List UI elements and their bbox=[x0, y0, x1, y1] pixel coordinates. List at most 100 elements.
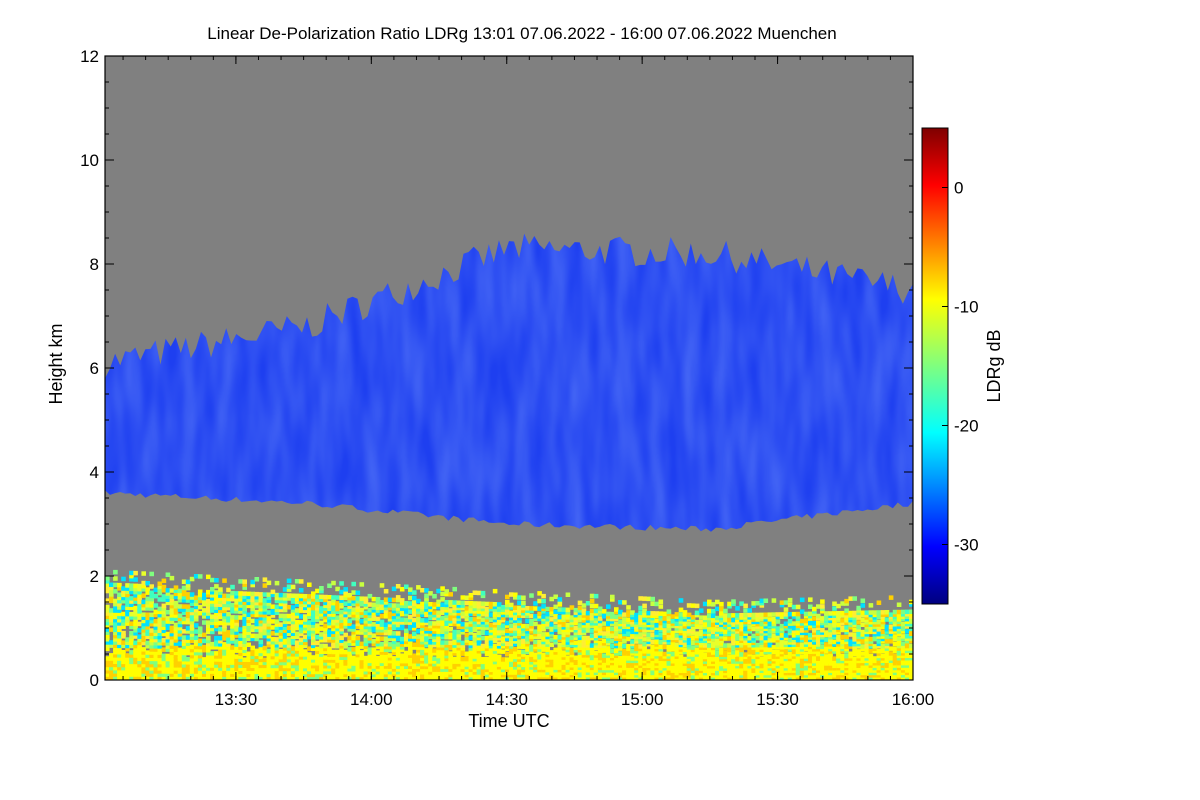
aerosol-cell bbox=[315, 669, 320, 675]
aerosol-cell bbox=[759, 647, 765, 652]
aerosol-cell bbox=[476, 662, 482, 667]
aerosol-cell bbox=[662, 666, 668, 671]
aerosol-cell bbox=[303, 640, 308, 646]
aerosol-cell bbox=[193, 657, 199, 662]
aerosol-cell bbox=[331, 600, 336, 606]
aerosol-cell bbox=[816, 654, 821, 659]
aerosol-cell bbox=[577, 618, 583, 623]
aerosol-cell bbox=[775, 638, 781, 643]
aerosol-cell bbox=[234, 621, 239, 626]
aerosol-cell bbox=[521, 670, 526, 675]
aerosol-cell bbox=[177, 591, 183, 597]
aerosol-cell bbox=[472, 672, 478, 678]
aerosol-cell bbox=[383, 628, 389, 633]
aerosol-cell bbox=[109, 598, 114, 604]
aerosol-cell bbox=[488, 633, 494, 638]
aerosol-cell bbox=[408, 675, 413, 680]
aerosol-cell bbox=[719, 638, 724, 644]
aerosol-cell bbox=[771, 661, 777, 666]
aerosol-cell bbox=[395, 617, 401, 622]
aerosol-cell bbox=[428, 615, 433, 621]
aerosol-cell bbox=[618, 619, 623, 624]
aerosol-cell bbox=[702, 638, 708, 644]
aerosol-cell bbox=[662, 632, 668, 638]
aerosol-cell bbox=[836, 654, 841, 659]
aerosol-cell bbox=[113, 656, 118, 661]
aerosol-cell bbox=[367, 630, 373, 635]
aerosol-cell bbox=[606, 614, 611, 619]
aerosol-cell bbox=[436, 667, 441, 672]
aerosol-cell bbox=[791, 640, 797, 645]
aerosol-cell bbox=[476, 657, 482, 662]
aerosol-cell bbox=[864, 661, 870, 666]
aerosol-cell bbox=[791, 611, 797, 617]
aerosol-cell bbox=[747, 617, 752, 622]
aerosol-cell bbox=[331, 623, 336, 629]
aerosol-cell bbox=[331, 603, 336, 609]
aerosol-cell bbox=[565, 617, 571, 623]
aerosol-cell bbox=[452, 675, 457, 680]
aerosol-cell bbox=[363, 602, 369, 607]
aerosol-cell bbox=[755, 628, 760, 634]
aerosol-cell bbox=[747, 670, 752, 676]
aerosol-cell bbox=[105, 646, 110, 652]
aerosol-cell bbox=[812, 649, 817, 654]
aerosol-cell bbox=[739, 657, 744, 662]
aerosol-cell bbox=[210, 623, 215, 629]
aerosol-cell bbox=[424, 626, 429, 631]
aerosol-cell bbox=[666, 651, 672, 657]
aerosol-cell bbox=[634, 651, 639, 656]
aerosol-cell bbox=[169, 616, 175, 621]
aerosol-cell bbox=[731, 617, 736, 623]
aerosol-cell bbox=[767, 647, 773, 652]
aerosol-cell bbox=[242, 582, 247, 587]
aerosol-cell bbox=[242, 603, 247, 608]
aerosol-cell bbox=[298, 588, 304, 593]
aerosol-cell bbox=[246, 624, 251, 629]
aerosol-cell bbox=[189, 610, 195, 616]
aerosol-cell bbox=[367, 608, 373, 613]
aerosol-cell bbox=[375, 627, 381, 633]
aerosol-cell bbox=[395, 636, 401, 642]
aerosol-cell bbox=[230, 603, 235, 608]
aerosol-cell bbox=[840, 618, 845, 623]
aerosol-cell bbox=[496, 665, 502, 670]
aerosol-cell bbox=[484, 646, 490, 651]
aerosol-cell bbox=[480, 625, 486, 630]
aerosol-cell bbox=[569, 620, 575, 625]
aerosol-cell bbox=[137, 596, 142, 601]
aerosol-cell bbox=[125, 672, 130, 677]
aerosol-cell bbox=[597, 673, 603, 678]
aerosol-cell bbox=[577, 600, 583, 606]
aerosol-cell bbox=[593, 660, 599, 666]
aerosol-cell bbox=[771, 645, 777, 650]
aerosol-cell bbox=[787, 623, 793, 629]
aerosol-cell bbox=[686, 621, 692, 627]
aerosol-cell bbox=[840, 646, 845, 652]
aerosol-cell bbox=[416, 642, 421, 648]
aerosol-cell bbox=[783, 623, 789, 629]
aerosol-cell bbox=[658, 644, 664, 650]
aerosol-cell bbox=[836, 673, 841, 678]
aerosol-cell bbox=[856, 665, 861, 671]
aerosol-cell bbox=[436, 602, 441, 607]
aerosol-cell bbox=[606, 663, 611, 668]
aerosol-cell bbox=[399, 606, 405, 611]
aerosol-cell bbox=[412, 604, 417, 609]
aerosol-cell bbox=[638, 658, 643, 664]
aerosol-cell bbox=[751, 626, 756, 632]
aerosol-cell bbox=[848, 641, 853, 647]
aerosol-cell bbox=[844, 625, 849, 630]
aerosol-cell bbox=[315, 608, 320, 614]
aerosol-cell bbox=[230, 675, 235, 680]
aerosol-cell bbox=[525, 675, 530, 680]
aerosol-cell bbox=[719, 664, 724, 669]
aerosol-cell bbox=[218, 614, 223, 620]
aerosol-cell bbox=[222, 660, 227, 665]
aerosol-cell bbox=[121, 669, 126, 674]
aerosol-cell bbox=[157, 619, 163, 624]
aerosol-cell bbox=[650, 620, 655, 626]
aerosol-cell bbox=[234, 606, 239, 611]
aerosol-cell bbox=[735, 640, 740, 646]
aerosol-cell bbox=[395, 584, 401, 589]
